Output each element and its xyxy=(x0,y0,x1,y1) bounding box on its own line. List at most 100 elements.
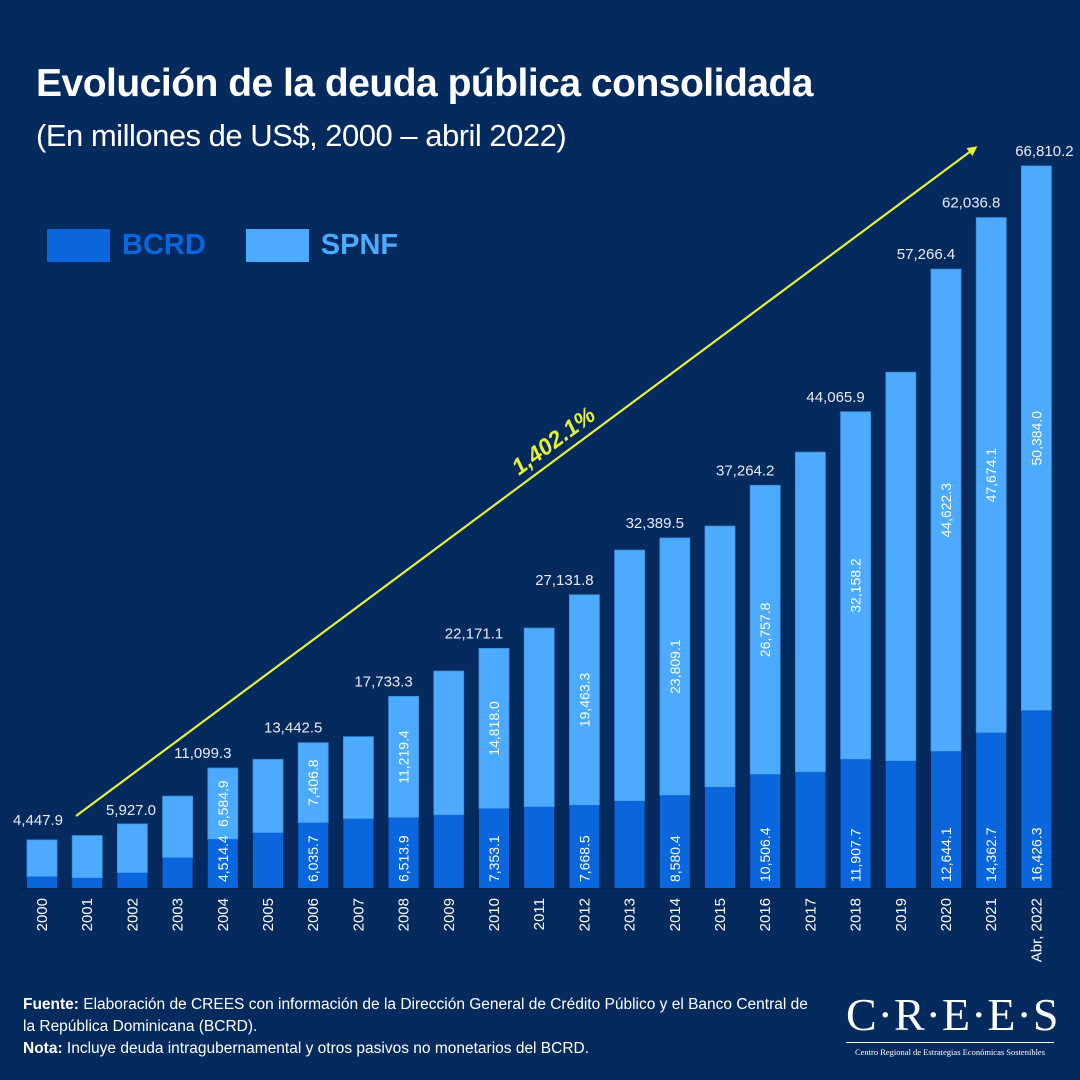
spnf-value-label: 23,809.1 xyxy=(667,639,683,694)
legend: BCRD SPNF xyxy=(47,229,438,262)
x-tick-label: 2008 xyxy=(396,898,413,931)
total-value-label: 57,266.4 xyxy=(897,246,955,263)
total-value-label: 27,131.8 xyxy=(535,572,593,589)
bar-bcrd-2010 xyxy=(479,808,509,888)
bar-spnf-2016 xyxy=(749,484,781,775)
bcrd-value-label: 16,426.3 xyxy=(1028,827,1044,882)
total-value-label: 4,447.9 xyxy=(13,812,63,829)
bcrd-value-label: 6,513.9 xyxy=(396,835,412,882)
bcrd-value-label: 6,035.7 xyxy=(305,835,321,882)
spnf-value-label: 50,384.0 xyxy=(1028,411,1044,466)
bar-bcrd-2015 xyxy=(705,787,735,888)
bar-bcrd-2000 xyxy=(27,876,57,888)
x-axis-ticks: 2000 2001 2002 2003 2004 2005 2006 2007 2008 2009… xyxy=(34,898,1045,962)
x-tick-label: 2011 xyxy=(531,898,548,930)
bar-spnf-2017 xyxy=(795,451,826,773)
x-tick-label: 2017 xyxy=(802,898,819,931)
source-label: Fuente: xyxy=(23,996,79,1013)
bar-spnf-2020 xyxy=(930,268,962,752)
bar-bcrd-2014 xyxy=(659,795,690,888)
bar-bcrd-2009 xyxy=(433,815,464,888)
x-tick-label: 2010 xyxy=(486,898,503,931)
x-tick-label: 2004 xyxy=(215,898,232,931)
logo-divider xyxy=(846,1042,1054,1043)
x-tick-label: 2000 xyxy=(34,898,51,931)
spnf-value-label: 26,757.8 xyxy=(757,602,773,657)
bar-bcrd-2002 xyxy=(117,872,148,888)
bar-bcrd-2018 xyxy=(840,759,871,888)
bar-spnf-Abr, 2022 xyxy=(1021,165,1052,711)
legend-label-bcrd: BCRD xyxy=(122,229,206,261)
bcrd-value-label: 11,907.7 xyxy=(848,828,864,882)
x-tick-label: 2016 xyxy=(757,898,774,931)
total-value-label: 66,810.2 xyxy=(1015,143,1073,160)
x-tick-label: 2009 xyxy=(441,898,458,931)
bar-spnf-2013 xyxy=(614,549,645,802)
total-value-label: 11,099.3 xyxy=(174,745,231,762)
bcrd-value-label: 14,362.7 xyxy=(983,827,999,882)
bcrd-value-label: 12,644.1 xyxy=(938,827,954,882)
legend-item-spnf: SPNF xyxy=(245,229,399,262)
growth-percentage-label: 1,402.1% xyxy=(506,401,600,480)
spnf-value-label: 14,818.0 xyxy=(486,701,502,756)
crees-logo: C·R·E·E·S Centro Regional de Estrategias… xyxy=(846,990,1058,1057)
bar-spnf-2004 xyxy=(207,767,239,840)
bar-spnf-2000 xyxy=(26,839,58,878)
bcrd-value-label: 7,353.1 xyxy=(486,835,502,882)
legend-swatch-spnf xyxy=(245,229,309,262)
bar-spnf-2010 xyxy=(478,648,510,809)
spnf-value-label: 32,158.2 xyxy=(848,558,864,613)
x-tick-label: 2007 xyxy=(350,898,367,931)
footer-notes: Fuente: Elaboración de CREES con informa… xyxy=(23,994,823,1060)
bcrd-value-label: 10,506.4 xyxy=(757,827,773,882)
spnf-value-label: 44,622.3 xyxy=(938,483,954,538)
legend-item-bcrd: BCRD xyxy=(47,229,206,262)
x-tick-label: 2006 xyxy=(305,898,322,931)
note-label: Nota: xyxy=(23,1040,63,1057)
bar-bcrd-2004 xyxy=(207,839,238,888)
source-note: Fuente: Elaboración de CREES con informa… xyxy=(23,994,823,1038)
total-value-label: 62,036.8 xyxy=(942,195,1000,212)
x-tick-label: 2019 xyxy=(893,898,910,931)
chart-subtitle: (En millones de US$, 2000 – abril 2022) xyxy=(36,118,567,153)
x-tick-label: 2021 xyxy=(983,898,1000,931)
total-value-label: 32,389.5 xyxy=(626,515,684,532)
bar-bcrd-2012 xyxy=(569,805,600,888)
bar-bcrd-2003 xyxy=(162,857,193,888)
note: Nota: Incluye deuda intragubernamental y… xyxy=(23,1038,823,1060)
bar-spnf-2002 xyxy=(117,823,148,874)
total-value-label: 17,733.3 xyxy=(354,673,412,690)
bar-spnf-2015 xyxy=(704,525,736,788)
bar-bcrd-2006 xyxy=(298,822,329,888)
bar-bcrd-2001 xyxy=(72,877,103,888)
legend-label-spnf: SPNF xyxy=(320,229,399,261)
total-value-label: 37,264.2 xyxy=(716,462,774,479)
x-tick-label: 2001 xyxy=(79,898,96,931)
x-tick-label: 2020 xyxy=(938,898,955,931)
logo-tagline: Centro Regional de Estrategias Económica… xyxy=(854,1047,1046,1057)
bar-spnf-2009 xyxy=(433,670,465,816)
total-value-label: 44,065.9 xyxy=(806,389,864,406)
bar-spnf-2007 xyxy=(342,736,374,820)
x-tick-label: 2018 xyxy=(848,898,865,931)
stacked-bar-chart: 4,447.9 5,927.0 4,514.4 6,584.9 11,099.3 6,03… xyxy=(13,143,1074,962)
bar-spnf-2012 xyxy=(569,594,600,806)
total-value-label: 22,171.1 xyxy=(445,625,503,642)
x-tick-label: 2005 xyxy=(260,898,277,931)
spnf-value-label: 7,406.8 xyxy=(305,759,321,806)
bar-spnf-2021 xyxy=(975,217,1007,734)
spnf-value-label: 47,674.1 xyxy=(983,448,999,503)
bcrd-value-label: 4,514.4 xyxy=(215,835,231,882)
bar-spnf-2001 xyxy=(71,835,103,879)
bcrd-value-label: 8,580.4 xyxy=(667,835,683,882)
spnf-value-label: 11,219.4 xyxy=(396,730,412,784)
x-tick-label: Abr, 2022 xyxy=(1028,898,1045,962)
bar-bcrd-2007 xyxy=(343,818,374,888)
total-value-label: 5,927.0 xyxy=(106,802,156,819)
bar-bcrd-2005 xyxy=(253,832,283,888)
spnf-value-label: 19,463.3 xyxy=(576,673,592,728)
x-tick-label: 2012 xyxy=(576,898,593,931)
labels-layer: 4,447.9 5,927.0 4,514.4 6,584.9 11,099.3 6,03… xyxy=(13,143,1074,882)
bar-spnf-2019 xyxy=(885,371,917,762)
x-tick-label: 2013 xyxy=(622,898,639,931)
